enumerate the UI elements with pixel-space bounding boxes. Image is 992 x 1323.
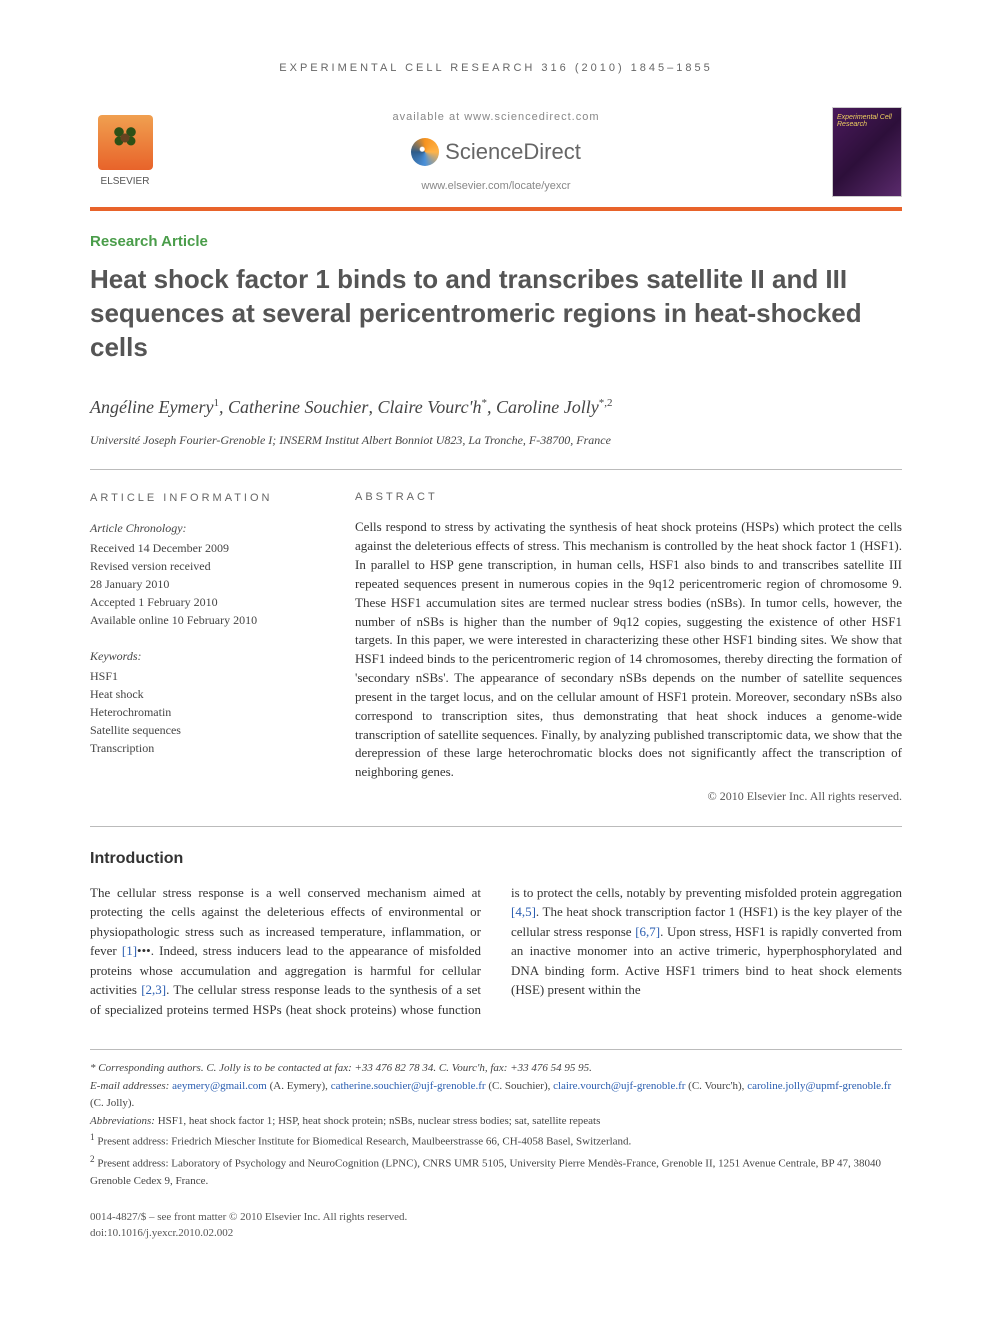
sciencedirect-logo: ScienceDirect (160, 135, 832, 168)
footnote-present-address-2: 2 Present address: Laboratory of Psychol… (90, 1152, 902, 1191)
article-type-label: Research Article (90, 231, 902, 254)
abstract-heading: ABSTRACT (355, 490, 902, 506)
footnotes-block: * Corresponding authors. C. Jolly is to … (90, 1049, 902, 1190)
bottom-matter: 0014-4827/$ – see front matter © 2010 El… (90, 1209, 902, 1242)
keywords-title: Keywords: (90, 647, 315, 665)
author: Claire Vourc'h* (377, 397, 487, 417)
author-list: Angéline Eymery1, Catherine Souchier, Cl… (90, 394, 902, 421)
chronology-title: Article Chronology: (90, 519, 315, 537)
chronology-line: Accepted 1 February 2010 (90, 593, 315, 611)
journal-cover-thumbnail: Experimental Cell Research (832, 107, 902, 197)
chronology-line: Received 14 December 2009 (90, 539, 315, 557)
sciencedirect-swirl-icon (411, 138, 439, 166)
reference-link[interactable]: [6,7] (635, 924, 660, 939)
author: Caroline Jolly*,2 (496, 397, 613, 417)
email-link[interactable]: caroline.jolly@upmf-grenoble.fr (747, 1080, 891, 1092)
article-info-column: ARTICLE INFORMATION Article Chronology: … (90, 490, 315, 805)
keyword: HSF1 (90, 667, 315, 685)
publisher-name: ELSEVIER (101, 174, 150, 189)
available-at-text: available at www.sciencedirect.com (160, 109, 832, 126)
abstract-copyright: © 2010 Elsevier Inc. All rights reserved… (355, 788, 902, 805)
chronology-line: Available online 10 February 2010 (90, 611, 315, 629)
keyword: Satellite sequences (90, 721, 315, 739)
section-heading-introduction: Introduction (90, 847, 902, 871)
affiliation: Université Joseph Fourier-Grenoble I; IN… (90, 431, 902, 449)
keyword: Transcription (90, 739, 315, 757)
article-info-heading: ARTICLE INFORMATION (90, 490, 315, 507)
email-link[interactable]: catherine.souchier@ujf-grenoble.fr (331, 1080, 486, 1092)
sciencedirect-text: ScienceDirect (445, 135, 581, 168)
abstract-column: ABSTRACT Cells respond to stress by acti… (355, 490, 902, 805)
chronology-line: Revised version received (90, 557, 315, 575)
elsevier-logo: ELSEVIER (90, 112, 160, 192)
abstract-text: Cells respond to stress by activating th… (355, 518, 902, 782)
email-link[interactable]: aeymery@gmail.com (172, 1080, 267, 1092)
article-title: Heat shock factor 1 binds to and transcr… (90, 263, 902, 364)
elsevier-tree-icon (98, 115, 153, 170)
chronology-line: 28 January 2010 (90, 575, 315, 593)
email-addresses: E-mail addresses: aeymery@gmail.com (A. … (90, 1078, 902, 1113)
introduction-body: The cellular stress response is a well c… (90, 883, 902, 1020)
reference-link[interactable]: [2,3] (141, 982, 166, 997)
running-header: EXPERIMENTAL CELL RESEARCH 316 (2010) 18… (90, 60, 902, 77)
doi-line: doi:10.1016/j.yexcr.2010.02.002 (90, 1225, 902, 1242)
journal-url: www.elsevier.com/locate/yexcr (160, 178, 832, 195)
divider (90, 826, 902, 827)
abbreviations: Abbreviations: HSF1, heat shock factor 1… (90, 1113, 902, 1131)
reference-link[interactable]: [1] (122, 943, 137, 958)
reference-link[interactable]: [4,5] (511, 904, 536, 919)
keyword: Heterochromatin (90, 703, 315, 721)
author: Catherine Souchier (228, 397, 368, 417)
author: Angéline Eymery1 (90, 397, 219, 417)
email-link[interactable]: claire.vourch@ujf-grenoble.fr (553, 1080, 685, 1092)
footnote-present-address-1: 1 Present address: Friedrich Miescher In… (90, 1130, 902, 1151)
divider (90, 469, 902, 470)
keyword: Heat shock (90, 685, 315, 703)
cover-title: Experimental Cell Research (837, 114, 897, 129)
journal-header-band: ELSEVIER available at www.sciencedirect.… (90, 97, 902, 211)
issn-line: 0014-4827/$ – see front matter © 2010 El… (90, 1209, 902, 1226)
footnote-line: * Corresponding authors. C. Jolly is to … (90, 1062, 592, 1074)
corresponding-author-note: * Corresponding authors. C. Jolly is to … (90, 1060, 902, 1078)
